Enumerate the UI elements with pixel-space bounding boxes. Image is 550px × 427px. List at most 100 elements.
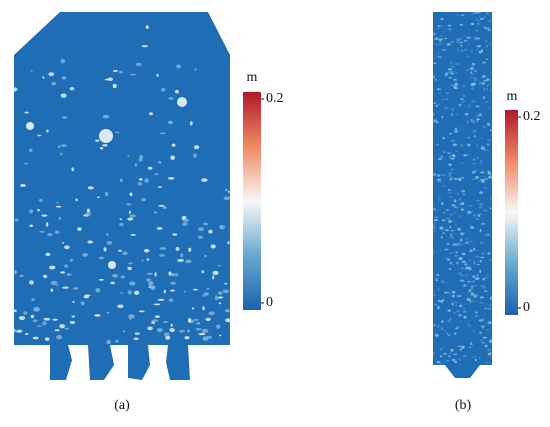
speckle <box>488 352 492 356</box>
speckle <box>18 315 26 321</box>
speckle <box>468 204 473 207</box>
speckle <box>454 127 458 131</box>
speckle <box>475 18 478 21</box>
speckle <box>106 311 110 314</box>
speckle <box>433 294 436 296</box>
speckle <box>485 87 488 91</box>
speckle <box>48 72 55 77</box>
speckle <box>154 173 159 176</box>
speckle <box>482 286 487 289</box>
speckle <box>469 240 473 243</box>
speckle <box>485 78 490 81</box>
speckle <box>487 348 491 352</box>
speckle <box>32 336 39 340</box>
speckle <box>450 213 453 216</box>
speckle <box>119 178 123 183</box>
speckle <box>141 197 147 202</box>
speckle <box>37 325 42 327</box>
speckle <box>466 55 469 58</box>
speckle <box>187 329 190 333</box>
speckle <box>442 156 445 159</box>
speckle <box>50 288 54 292</box>
speckle <box>488 259 492 262</box>
speckle <box>218 302 222 305</box>
speckle <box>44 337 50 341</box>
speckle <box>440 299 444 303</box>
speckle <box>483 80 488 82</box>
speckle <box>461 161 464 165</box>
colorbar-tick-label: 0 <box>523 300 530 315</box>
speckle <box>138 310 145 313</box>
speckle <box>446 218 449 220</box>
speckle <box>197 235 203 240</box>
speckle <box>450 230 455 232</box>
speckle <box>460 14 465 16</box>
speckle <box>133 337 139 341</box>
speckle <box>458 197 461 201</box>
speckle <box>192 288 199 291</box>
speckle <box>461 267 464 270</box>
speckle <box>219 224 226 230</box>
speckle <box>137 181 142 186</box>
speckle <box>459 304 463 308</box>
speckle <box>471 280 476 283</box>
speckle <box>56 334 63 340</box>
speckle <box>469 249 473 253</box>
speckle <box>119 222 124 227</box>
speckle <box>113 69 118 72</box>
speckle <box>453 353 458 355</box>
speckle <box>169 289 175 292</box>
speckle <box>468 104 471 106</box>
speckle <box>485 178 488 180</box>
speckle <box>435 55 438 58</box>
speckle <box>481 146 485 150</box>
speckle <box>484 15 487 19</box>
speckle <box>201 178 208 182</box>
speckle <box>108 261 116 269</box>
speckle <box>204 254 207 258</box>
speckle <box>441 326 444 330</box>
speckle <box>112 273 119 278</box>
speckle <box>459 215 462 218</box>
speckle <box>441 185 446 187</box>
speckle <box>206 287 210 290</box>
speckle <box>435 104 439 107</box>
speckle <box>441 202 444 206</box>
speckle <box>451 264 455 266</box>
speckle <box>104 78 110 81</box>
speckle <box>72 287 79 290</box>
speckle <box>183 290 186 293</box>
speckle <box>450 70 455 74</box>
speckle <box>445 91 450 95</box>
speckle <box>454 81 458 83</box>
speckle <box>456 14 459 17</box>
speckle <box>191 307 195 310</box>
speckle <box>154 315 160 318</box>
speckle <box>458 294 463 297</box>
speckle <box>62 116 68 119</box>
speckle <box>438 38 443 41</box>
speckle <box>479 17 485 20</box>
speckle <box>467 280 472 283</box>
speckle <box>64 327 70 330</box>
speckle <box>480 223 486 225</box>
speckle <box>470 49 473 53</box>
speckle <box>42 76 45 79</box>
speckle <box>460 274 465 277</box>
speckle <box>435 37 439 40</box>
speckle <box>156 227 163 230</box>
speckle <box>176 272 179 277</box>
speckle <box>451 40 455 44</box>
speckle <box>438 161 441 163</box>
speckle <box>194 68 197 71</box>
speckle <box>449 351 452 355</box>
speckle <box>153 303 161 306</box>
speckle <box>14 309 17 313</box>
speckle <box>451 290 456 294</box>
speckle <box>86 208 90 213</box>
speckle <box>227 190 230 193</box>
speckle <box>120 291 123 294</box>
speckle <box>474 70 477 72</box>
speckle <box>456 72 459 75</box>
speckle <box>447 70 452 74</box>
